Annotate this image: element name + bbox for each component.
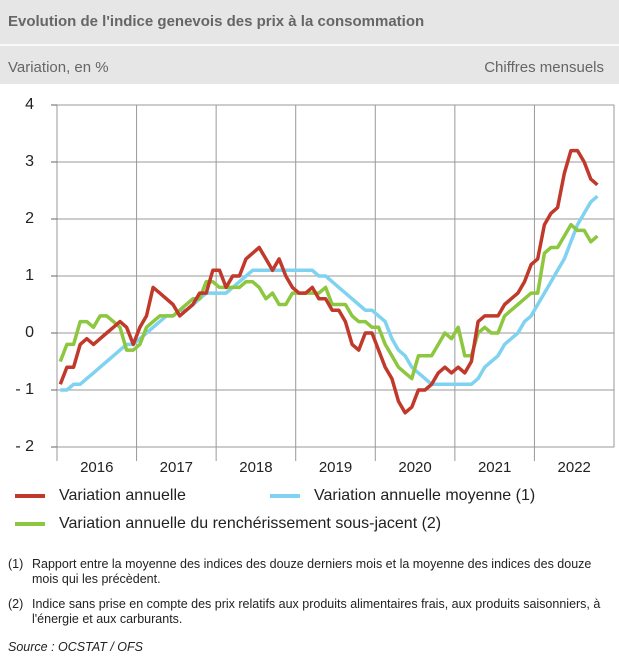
y-tick-label: 2	[25, 210, 34, 227]
x-tick-label: 2019	[319, 459, 352, 476]
footnote: (1) Rapport entre la moyenne des indices …	[8, 557, 608, 587]
frequency-note: Chiffres mensuels	[484, 59, 604, 76]
footnote-text: Indice sans prise en compte des prix rel…	[32, 597, 601, 626]
footnote-text: Rapport entre la moyenne des indices des…	[32, 557, 592, 586]
x-tick-label: 2021	[478, 459, 511, 476]
series-line	[58, 222, 599, 381]
header-band	[0, 0, 619, 84]
x-tick-label: 2017	[160, 459, 193, 476]
legend-label: Variation annuelle	[59, 487, 186, 504]
x-tick-label: 2022	[558, 459, 591, 476]
y-tick-label: - 1	[15, 381, 34, 398]
chart: Evolution de l'indice genevois des prix …	[0, 0, 619, 532]
subtitle: Variation, en %	[8, 59, 109, 76]
footnote: (2) Indice sans prise en compte des prix …	[8, 597, 608, 627]
y-tick-label: 0	[25, 324, 34, 341]
y-tick-label: - 2	[15, 438, 34, 455]
series-line	[60, 194, 599, 392]
series-line	[58, 148, 599, 415]
chart-title: Evolution de l'indice genevois des prix …	[8, 13, 424, 30]
footnote-mark: (2)	[8, 597, 24, 611]
y-tick-label: 3	[25, 153, 34, 170]
x-tick-label: 2020	[398, 459, 431, 476]
y-tick-label: 1	[25, 267, 34, 284]
x-tick-label: 2016	[80, 459, 113, 476]
legend-label: Variation annuelle moyenne (1)	[314, 487, 535, 504]
source: Source : OCSTAT / OFS	[8, 640, 143, 654]
x-tick-label: 2018	[239, 459, 272, 476]
y-tick-label: 4	[25, 96, 34, 113]
footnote-mark: (1)	[8, 557, 24, 571]
legend-label: Variation annuelle du renchérissement so…	[59, 515, 441, 532]
